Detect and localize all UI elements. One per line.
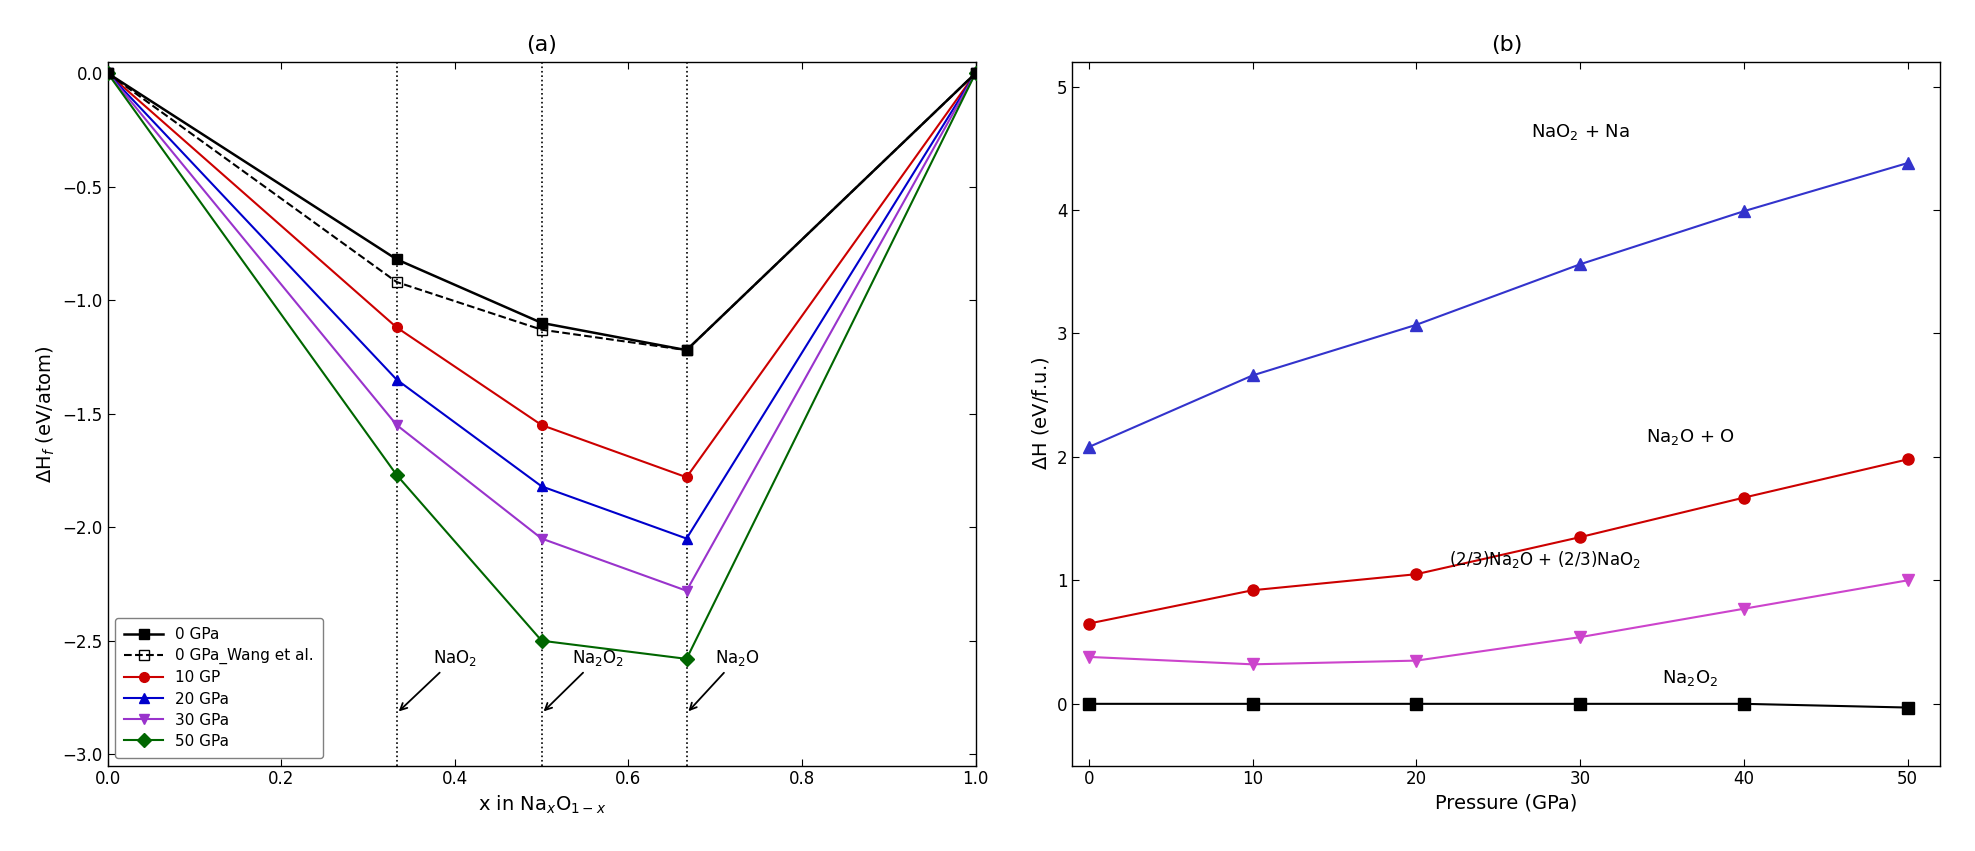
Line: 20 GPa: 20 GPa [103, 68, 980, 544]
Line: 30 GPa: 30 GPa [103, 68, 980, 596]
Text: NaO$_2$ + Na: NaO$_2$ + Na [1531, 122, 1629, 142]
0 GPa_Wang et al. [964, 68, 988, 78]
30 GPa [675, 585, 699, 596]
30 GPa [97, 68, 120, 78]
10 GP [964, 68, 988, 78]
10 GP [385, 323, 409, 333]
30 GPa [385, 420, 409, 430]
50 GPa [675, 654, 699, 664]
0 GPa [675, 345, 699, 355]
20 GPa [97, 68, 120, 78]
0 GPa [385, 254, 409, 265]
20 GPa [385, 374, 409, 385]
10 GP [675, 472, 699, 483]
50 GPa [97, 68, 120, 78]
Line: 0 GPa: 0 GPa [103, 68, 980, 355]
50 GPa [529, 636, 553, 646]
Text: Na$_2$O$_2$: Na$_2$O$_2$ [1661, 668, 1718, 688]
0 GPa_Wang et al. [529, 324, 553, 334]
10 GP [97, 68, 120, 78]
Y-axis label: $\Delta$H (eV/f.u.): $\Delta$H (eV/f.u.) [1031, 357, 1051, 471]
20 GPa [964, 68, 988, 78]
Text: Na$_2$O: Na$_2$O [689, 648, 760, 710]
Line: 10 GP: 10 GP [103, 68, 980, 483]
0 GPa_Wang et al. [675, 345, 699, 355]
30 GPa [529, 534, 553, 544]
20 GPa [675, 534, 699, 544]
0 GPa_Wang et al. [97, 68, 120, 78]
Y-axis label: $\Delta$H$_f$ (eV/atom): $\Delta$H$_f$ (eV/atom) [36, 345, 57, 483]
Text: Na$_2$O + O: Na$_2$O + O [1645, 427, 1734, 447]
0 GPa [97, 68, 120, 78]
Text: (2/3)Na$_2$O + (2/3)NaO$_2$: (2/3)Na$_2$O + (2/3)NaO$_2$ [1450, 550, 1641, 570]
Text: Na$_2$O$_2$: Na$_2$O$_2$ [545, 648, 624, 710]
Line: 50 GPa: 50 GPa [103, 68, 980, 664]
50 GPa [385, 470, 409, 480]
X-axis label: Pressure (GPa): Pressure (GPa) [1436, 794, 1578, 813]
0 GPa [964, 68, 988, 78]
10 GP [529, 420, 553, 430]
30 GPa [964, 68, 988, 78]
20 GPa [529, 481, 553, 491]
0 GPa_Wang et al. [385, 277, 409, 287]
Text: NaO$_2$: NaO$_2$ [401, 648, 478, 710]
0 GPa [529, 317, 553, 328]
X-axis label: x in Na$_x$O$_{1-x}$: x in Na$_x$O$_{1-x}$ [478, 794, 606, 816]
Legend: 0 GPa, 0 GPa_Wang et al., 10 GP, 20 GPa, 30 GPa, 50 GPa: 0 GPa, 0 GPa_Wang et al., 10 GP, 20 GPa,… [115, 618, 322, 758]
Title: (b): (b) [1491, 35, 1523, 54]
Line: 0 GPa_Wang et al.: 0 GPa_Wang et al. [103, 68, 980, 355]
50 GPa [964, 68, 988, 78]
Title: (a): (a) [525, 35, 557, 54]
